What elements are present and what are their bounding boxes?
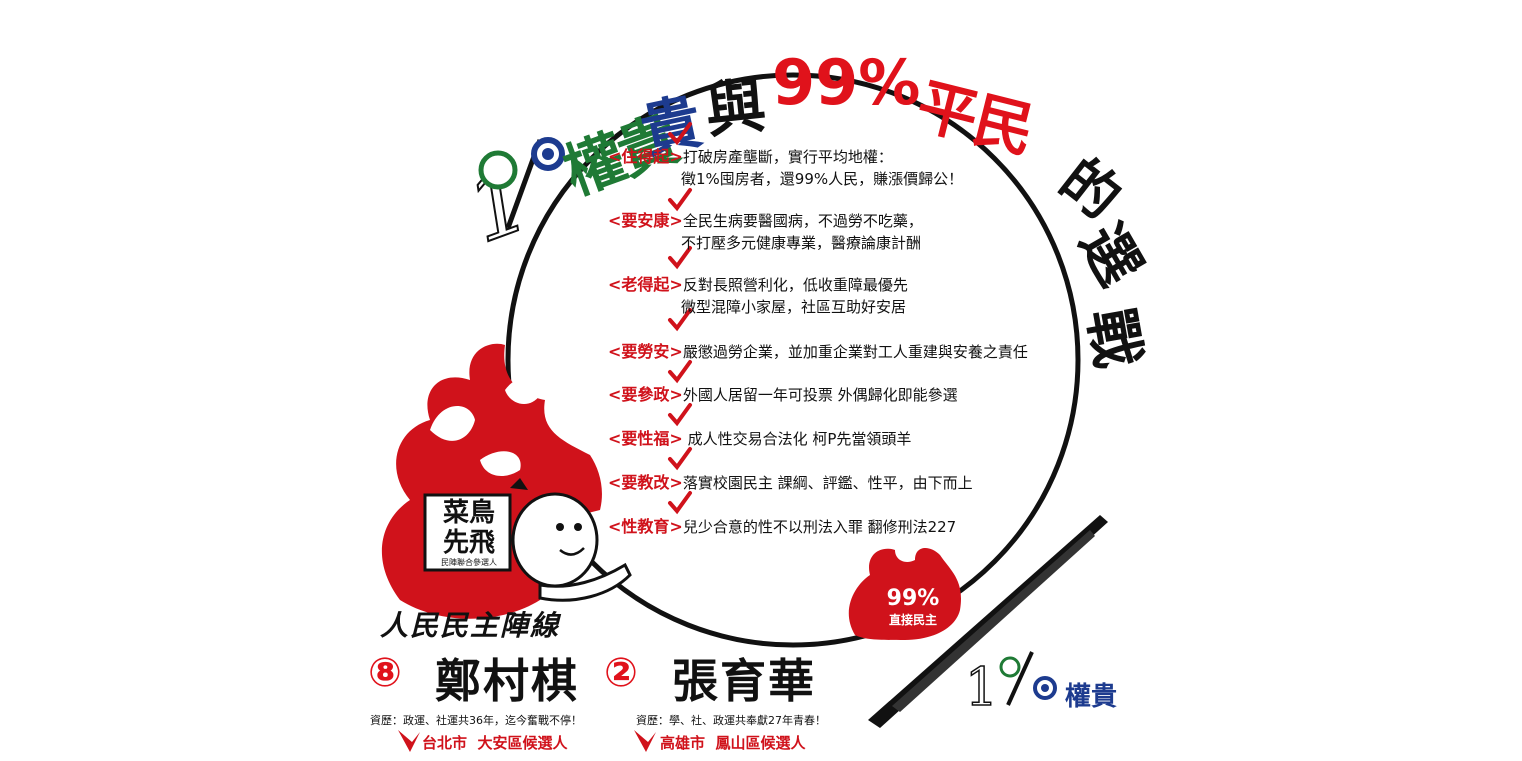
party-name: 人民民主陣線 [380,609,561,642]
platform-line: 打破房產壟斷，實行平均地權： [682,148,893,166]
check-icon [668,246,692,270]
candidate-name: 張育華 [672,654,816,708]
direct-democracy-badge-icon [848,548,961,640]
platform-item: <性教育>兒少合意的性不以刑法入罪 翻修刑法227 [608,516,956,538]
check-icon [668,403,692,427]
platform-tag: <要安康> [608,211,683,230]
platform-line: 落實校園民主 課綱、評鑑、性平，由下而上 [682,474,973,492]
platform-tag: <要勞安> [608,342,683,361]
platform-item: <要勞安>嚴懲過勞企業，並加重企業對工人重建與安養之責任 [608,341,1028,363]
platform-item: <要參政>外國人居留一年可投票 外偶歸化即能參選 [608,384,958,406]
check-icon [668,122,692,146]
candidate-number: ⑧ [368,650,402,696]
badge-text: 99% 直接民主 [868,586,958,628]
check-icon [668,447,692,471]
platform-tag: <要性福> [608,429,683,448]
arrow-icon [398,730,420,752]
candidate-name: 鄭村棋 [435,654,579,708]
logo-line: 菜鳥 [442,498,495,528]
platform-line: 外國人居留一年可投票 外偶歸化即能參選 [682,386,958,404]
arrow-icon [634,730,656,752]
platform-line: 不打壓多元健康專業，醫療論康計酬 [681,234,922,252]
platform-line: 兒少合意的性不以刑法入罪 翻修刑法227 [682,518,957,536]
platform-line: 嚴懲過勞企業，並加重企業對工人重建與安養之責任 [682,343,1028,361]
candidate-district: 高雄市 鳳山區候選人 [660,732,805,753]
logo-text: 菜鳥 先飛 民陣聯合參選人 [430,498,508,568]
logo-line: 先飛 [442,528,495,558]
badge-percent: 99% [886,586,940,611]
candidate-resume: 資歷：學、社、政運共奉獻27年青春！ [636,714,826,727]
platform-item: <要性福> 成人性交易合法化 柯P先當領頭羊 [608,428,911,450]
platform-tag: <老得起> [608,275,683,294]
candidate-city: 台北市 [422,734,468,752]
check-icon [668,491,692,515]
platform-item: <要安康>全民生病要醫國病，不過勞不吃藥， 不打壓多元健康專業，醫療論康計酬 [608,210,923,254]
brush-slash-icon [868,515,1108,728]
platform-line: 成人性交易合法化 柯P先當領頭羊 [682,430,912,448]
svg-text:1: 1 [965,658,998,718]
platform-item: <住得起>打破房產壟斷，實行平均地權： 徵1%囤房者，還99%人民，賺漲價歸公！ [608,146,963,190]
candidate-district: 台北市 大安區候選人 [422,732,567,753]
check-icon [668,360,692,384]
candidate-district-name: 鳳山區候選人 [715,734,806,752]
bottom-power-word: 權貴 [1065,682,1118,712]
platform-line: 徵1%囤房者，還99%人民，賺漲價歸公！ [681,170,964,188]
candidate-city: 高雄市 [660,734,706,752]
check-icon [668,308,692,332]
logo-subtitle: 民陣聯合參選人 [441,558,497,567]
platform-item: <要教改>落實校園民主 課綱、評鑑、性平，由下而上 [608,472,973,494]
mascot-icon [510,478,632,602]
headline: 權貴 貴 與 99% 平民 的 選 戰 [555,40,1160,372]
check-icon [668,188,692,212]
platform-tag: <性教育> [608,517,683,536]
platform-line: 反對長照營利化，低收重障最優先 [682,276,908,294]
platform-item: <老得起>反對長照營利化，低收重障最優先 微型混障小家屋，社區互助好安居 [608,274,908,318]
main-circle [505,72,1081,648]
platform-tag: <要參政> [608,385,683,404]
platform-tag: <要教改> [608,473,683,492]
badge-label: 直接民主 [888,613,937,627]
bottom-1-percent-icon: 1 [964,651,1057,719]
platform-line: 微型混障小家屋，社區互助好安居 [681,298,907,316]
candidate-resume: 資歷：政運、社運共36年，迄今奮戰不停！ [370,714,582,727]
headline-99: 99% [772,46,921,119]
platform-line: 全民生病要醫國病，不過勞不吃藥， [682,212,923,230]
platform-tag: <住得起> [608,147,683,166]
candidate-district-name: 大安區候選人 [477,734,568,752]
candidate-number: ② [604,650,638,696]
